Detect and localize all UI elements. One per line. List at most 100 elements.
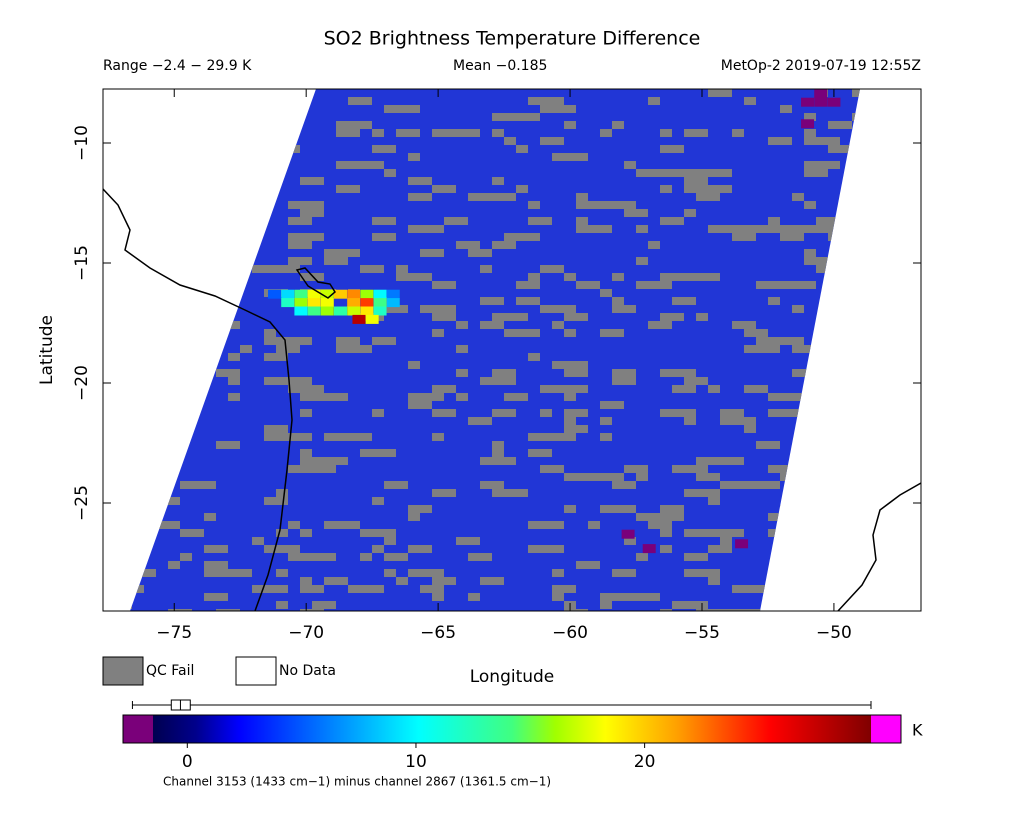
qc-fail-pixel	[564, 313, 588, 321]
qc-fail-pixel	[684, 417, 696, 425]
qc-fail-pixel	[180, 529, 204, 537]
qc-fail-pixel	[540, 137, 564, 145]
data-cell	[294, 298, 308, 308]
qc-fail-pixel	[600, 289, 612, 297]
qc-fail-pixel	[804, 249, 816, 257]
qc-fail-pixel	[168, 273, 204, 281]
data-cell	[801, 97, 815, 107]
qc-fail-pixel	[672, 385, 696, 393]
qc-fail-pixel	[792, 281, 816, 289]
qc-fail-pixel	[216, 241, 228, 249]
qc-fail-pixel	[804, 201, 816, 209]
qc-fail-pixel	[288, 385, 324, 393]
qc-fail-pixel	[144, 417, 168, 425]
qc-fail-pixel	[732, 481, 756, 489]
qc-fail-pixel	[264, 161, 288, 169]
qc-fail-pixel	[792, 409, 828, 417]
qc-fail-pixel	[168, 425, 192, 433]
qc-fail-pixel	[864, 289, 876, 297]
qc-fail-pixel	[576, 561, 600, 569]
qc-fail-pixel	[228, 393, 240, 401]
qc-fail-pixel	[288, 377, 312, 385]
qc-fail-pixel	[780, 105, 792, 113]
qc-fail-pixel	[336, 249, 360, 257]
qc-fail-pixel	[216, 161, 228, 169]
qc-fail-pixel	[720, 417, 756, 425]
qc-fail-pixel	[432, 577, 456, 585]
qc-fail-pixel	[732, 233, 756, 241]
qc-fail-pixel	[696, 313, 708, 321]
qc-fail-pixel	[132, 185, 156, 193]
qc-fail-pixel	[852, 193, 860, 201]
colorbar-over	[871, 715, 901, 743]
qc-fail-pixel	[792, 369, 816, 377]
qc-fail-pixel	[636, 257, 648, 265]
qc-fail-pixel	[156, 305, 168, 313]
qc-fail-pixel	[564, 393, 576, 401]
qc-fail-pixel	[732, 321, 756, 329]
qc-fail-pixel	[840, 345, 860, 353]
colorbar-frame	[122, 714, 902, 744]
data-cell	[320, 289, 334, 299]
qc-fail-pixel	[456, 217, 468, 225]
qc-fail-pixel	[420, 249, 444, 257]
qc-fail-pixel	[804, 169, 828, 177]
qc-fail-pixel	[432, 281, 456, 289]
qc-fail-pixel	[600, 201, 636, 209]
qc-fail-pixel	[372, 337, 396, 345]
qc-fail-pixel	[636, 513, 672, 521]
qc-fail-pixel	[168, 609, 192, 611]
qc-fail-pixel	[204, 169, 216, 177]
qc-fail-pixel	[516, 113, 540, 121]
data-cell	[373, 289, 387, 299]
qc-fail-pixel	[216, 569, 252, 577]
qc-fail-pixel	[768, 465, 792, 473]
qc-fail-pixel	[708, 89, 732, 97]
x-tick-label: −65	[420, 623, 456, 643]
qc-fail-pixel	[684, 529, 720, 537]
x-tick-label: −50	[816, 623, 852, 643]
qc-fail-pixel	[432, 409, 456, 417]
data-cell	[307, 289, 321, 299]
lake-outline	[295, 267, 336, 299]
y-tick-label: −25	[72, 485, 92, 521]
colorbar: 0 10 20	[122, 699, 902, 772]
colorbar-unit: K	[912, 721, 923, 740]
qc-fail-pixel	[360, 529, 396, 537]
qc-fail-pixel	[792, 393, 804, 401]
qc-fail-pixel	[828, 145, 860, 153]
qc-fail-pixel	[336, 185, 360, 193]
qc-fail-pixel	[360, 585, 384, 593]
qc-fail-pixel	[756, 441, 780, 449]
qc-fail-pixel	[720, 457, 744, 465]
qc-fail-pixel	[768, 337, 804, 345]
qc-fail-pixel	[528, 545, 564, 553]
data-cell	[268, 289, 282, 299]
qc-fail-pixel	[564, 425, 588, 433]
qc-fail-pixel	[612, 305, 636, 313]
qc-fail-pixel	[528, 449, 552, 457]
qc-fail-pixel	[624, 505, 636, 513]
qc-fail-pixel	[192, 273, 216, 281]
qc-fail-pixel	[648, 521, 672, 529]
qc-fail-pixel	[336, 345, 372, 353]
qc-fail-pixel	[204, 225, 240, 233]
qc-fail-pixel	[840, 193, 860, 201]
qc-fail-pixel	[684, 185, 720, 193]
qc-fail-pixel	[204, 545, 228, 553]
qc-fail-pixel	[396, 577, 408, 585]
qc-fail-pixel	[552, 593, 564, 601]
qc-fail-pixel	[768, 137, 792, 145]
qc-fail-pixel	[804, 225, 840, 233]
qc-fail-pixel	[264, 585, 288, 593]
data-cell	[281, 289, 295, 299]
qc-fail-pixel	[600, 601, 612, 609]
qc-fail-pixel	[180, 553, 192, 561]
qc-fail-pixel	[864, 409, 876, 417]
qc-fail-pixel	[252, 265, 276, 273]
qc-fail-pixel	[372, 545, 384, 553]
qc-fail-pixel	[600, 593, 636, 601]
qc-fail-pixel	[720, 481, 732, 489]
qc-fail-pixel	[660, 217, 684, 225]
qc-fail-pixel	[324, 249, 336, 257]
